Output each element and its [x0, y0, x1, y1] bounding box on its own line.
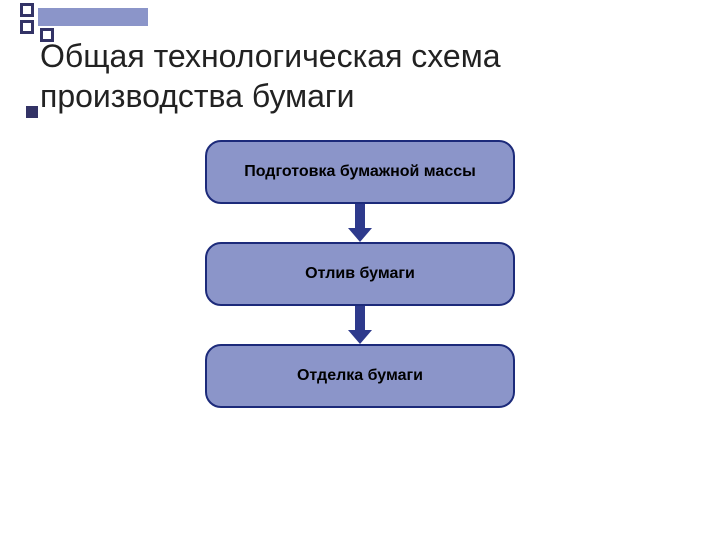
flow-arrow-2	[348, 306, 372, 344]
flow-node-1: Подготовка бумажной массы	[205, 140, 515, 204]
arrow-shaft	[355, 204, 365, 228]
header-square-1	[20, 3, 34, 17]
flowchart: Подготовка бумажной массы Отлив бумаги О…	[0, 140, 720, 408]
header-square-2	[20, 20, 34, 34]
flow-arrow-1	[348, 204, 372, 242]
flow-node-3: Отделка бумаги	[205, 344, 515, 408]
arrow-head-icon	[348, 330, 372, 344]
arrow-shaft	[355, 306, 365, 330]
slide-title: Общая технологическая схема производства…	[40, 36, 680, 116]
header-accent-bar	[38, 8, 148, 26]
arrow-head-icon	[348, 228, 372, 242]
flow-node-3-label: Отделка бумаги	[297, 367, 423, 385]
flow-node-2-label: Отлив бумаги	[305, 265, 415, 283]
title-bullet-icon	[26, 106, 38, 118]
flow-node-1-label: Подготовка бумажной массы	[244, 163, 476, 181]
flow-node-2: Отлив бумаги	[205, 242, 515, 306]
